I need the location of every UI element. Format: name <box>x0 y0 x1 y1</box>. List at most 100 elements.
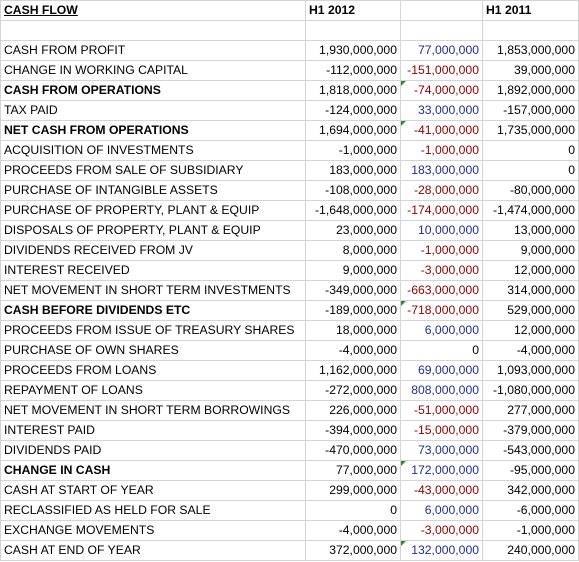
empty-cell[interactable] <box>400 20 483 41</box>
h1-2012-value-cell[interactable]: 226,000,000 <box>305 400 401 421</box>
row-label-cell[interactable]: CASH FROM PROFIT <box>0 40 306 61</box>
h1-2011-value-cell[interactable]: -157,000,000 <box>482 100 579 121</box>
difference-value-cell[interactable]: -1,000,000 <box>400 240 483 261</box>
h1-2011-value-cell[interactable]: -4,000,000 <box>482 340 579 361</box>
h1-2012-value-cell[interactable]: 77,000,000 <box>305 460 401 481</box>
h1-2011-value-cell[interactable]: -1,080,000,000 <box>482 380 579 401</box>
h1-2011-value-cell[interactable]: -6,000,000 <box>482 500 579 521</box>
h1-2012-value-cell[interactable]: -1,000,000 <box>305 140 401 161</box>
difference-value-cell[interactable]: 6,000,000 <box>400 320 483 341</box>
h1-2011-value-cell[interactable]: 1,093,000,000 <box>482 360 579 381</box>
h1-2011-value-cell[interactable]: 1,735,000,000 <box>482 120 579 141</box>
difference-value-cell[interactable]: 73,000,000 <box>400 440 483 461</box>
h1-2012-value-cell[interactable]: -124,000,000 <box>305 100 401 121</box>
h1-2011-value-cell[interactable]: -95,000,000 <box>482 460 579 481</box>
difference-value-cell[interactable]: -174,000,000 <box>400 200 483 221</box>
h1-2012-value-cell[interactable]: -349,000,000 <box>305 280 401 301</box>
row-label-cell[interactable]: PURCHASE OF OWN SHARES <box>0 340 306 361</box>
difference-value-cell[interactable]: -151,000,000 <box>400 60 483 81</box>
difference-value-cell[interactable]: 6,000,000 <box>400 500 483 521</box>
difference-value-cell[interactable]: 77,000,000 <box>400 40 483 61</box>
row-label-cell[interactable]: CHANGE IN CASH <box>0 460 306 481</box>
h1-2012-value-cell[interactable]: 18,000,000 <box>305 320 401 341</box>
row-label-cell[interactable]: INTEREST PAID <box>0 420 306 441</box>
difference-value-cell[interactable]: -15,000,000 <box>400 420 483 441</box>
h1-2011-value-cell[interactable]: -379,000,000 <box>482 420 579 441</box>
h1-2012-value-cell[interactable]: 1,162,000,000 <box>305 360 401 381</box>
empty-cell[interactable] <box>0 20 306 41</box>
row-label-cell[interactable]: PROCEEDS FROM SALE OF SUBSIDIARY <box>0 160 306 181</box>
row-label-cell[interactable]: PROCEEDS FROM LOANS <box>0 360 306 381</box>
h1-2011-value-cell[interactable]: 39,000,000 <box>482 60 579 81</box>
row-label-cell[interactable]: EXCHANGE MOVEMENTS <box>0 520 306 541</box>
row-label-cell[interactable]: CASH AT START OF YEAR <box>0 480 306 501</box>
difference-value-cell[interactable]: 132,000,000 <box>400 540 483 561</box>
difference-value-cell[interactable]: -3,000,000 <box>400 520 483 541</box>
row-label-cell[interactable]: REPAYMENT OF LOANS <box>0 380 306 401</box>
row-label-cell[interactable]: DIVIDENDS RECEIVED FROM JV <box>0 240 306 261</box>
column-header-difference[interactable] <box>400 0 483 21</box>
h1-2011-value-cell[interactable]: 1,892,000,000 <box>482 80 579 101</box>
h1-2012-value-cell[interactable]: -470,000,000 <box>305 440 401 461</box>
h1-2012-value-cell[interactable]: -4,000,000 <box>305 520 401 541</box>
row-label-cell[interactable]: DIVIDENDS PAID <box>0 440 306 461</box>
h1-2012-value-cell[interactable]: 372,000,000 <box>305 540 401 561</box>
h1-2011-value-cell[interactable]: -1,000,000 <box>482 520 579 541</box>
row-label-cell[interactable]: INTEREST RECEIVED <box>0 260 306 281</box>
h1-2011-value-cell[interactable]: -543,000,000 <box>482 440 579 461</box>
h1-2012-value-cell[interactable]: 0 <box>305 500 401 521</box>
h1-2012-value-cell[interactable]: 299,000,000 <box>305 480 401 501</box>
row-label-cell[interactable]: NET MOVEMENT IN SHORT TERM INVESTMENTS <box>0 280 306 301</box>
column-header-h1-2012[interactable]: H1 2012 <box>305 0 401 21</box>
h1-2012-value-cell[interactable]: -108,000,000 <box>305 180 401 201</box>
row-label-cell[interactable]: ACQUISITION OF INVESTMENTS <box>0 140 306 161</box>
difference-value-cell[interactable]: 69,000,000 <box>400 360 483 381</box>
h1-2012-value-cell[interactable]: -394,000,000 <box>305 420 401 441</box>
difference-value-cell[interactable]: 183,000,000 <box>400 160 483 181</box>
h1-2011-value-cell[interactable]: 0 <box>482 140 579 161</box>
h1-2012-value-cell[interactable]: 8,000,000 <box>305 240 401 261</box>
h1-2011-value-cell[interactable]: 342,000,000 <box>482 480 579 501</box>
h1-2011-value-cell[interactable]: -80,000,000 <box>482 180 579 201</box>
empty-cell[interactable] <box>305 20 401 41</box>
h1-2011-value-cell[interactable]: 529,000,000 <box>482 300 579 321</box>
h1-2011-value-cell[interactable]: 240,000,000 <box>482 540 579 561</box>
h1-2012-value-cell[interactable]: 1,930,000,000 <box>305 40 401 61</box>
sheet-title[interactable]: CASH FLOW <box>0 0 306 21</box>
row-label-cell[interactable]: PROCEEDS FROM ISSUE OF TREASURY SHARES <box>0 320 306 341</box>
row-label-cell[interactable]: PURCHASE OF PROPERTY, PLANT & EQUIP <box>0 200 306 221</box>
h1-2011-value-cell[interactable]: -1,474,000,000 <box>482 200 579 221</box>
h1-2012-value-cell[interactable]: -112,000,000 <box>305 60 401 81</box>
h1-2011-value-cell[interactable]: 277,000,000 <box>482 400 579 421</box>
difference-value-cell[interactable]: 0 <box>400 340 483 361</box>
difference-value-cell[interactable]: 10,000,000 <box>400 220 483 241</box>
row-label-cell[interactable]: NET CASH FROM OPERATIONS <box>0 120 306 141</box>
difference-value-cell[interactable]: -3,000,000 <box>400 260 483 281</box>
difference-value-cell[interactable]: 33,000,000 <box>400 100 483 121</box>
row-label-cell[interactable]: PURCHASE OF INTANGIBLE ASSETS <box>0 180 306 201</box>
difference-value-cell[interactable]: -28,000,000 <box>400 180 483 201</box>
h1-2011-value-cell[interactable]: 12,000,000 <box>482 320 579 341</box>
difference-value-cell[interactable]: -43,000,000 <box>400 480 483 501</box>
h1-2012-value-cell[interactable]: -272,000,000 <box>305 380 401 401</box>
h1-2011-value-cell[interactable]: 0 <box>482 160 579 181</box>
column-header-h1-2011[interactable]: H1 2011 <box>482 0 579 21</box>
h1-2012-value-cell[interactable]: -189,000,000 <box>305 300 401 321</box>
row-label-cell[interactable]: CASH AT END OF YEAR <box>0 540 306 561</box>
row-label-cell[interactable]: CASH FROM OPERATIONS <box>0 80 306 101</box>
h1-2012-value-cell[interactable]: 1,694,000,000 <box>305 120 401 141</box>
difference-value-cell[interactable]: -51,000,000 <box>400 400 483 421</box>
row-label-cell[interactable]: CHANGE IN WORKING CAPITAL <box>0 60 306 81</box>
row-label-cell[interactable]: RECLASSIFIED AS HELD FOR SALE <box>0 500 306 521</box>
difference-value-cell[interactable]: 808,000,000 <box>400 380 483 401</box>
empty-cell[interactable] <box>482 20 579 41</box>
h1-2011-value-cell[interactable]: 1,853,000,000 <box>482 40 579 61</box>
h1-2012-value-cell[interactable]: 183,000,000 <box>305 160 401 181</box>
h1-2011-value-cell[interactable]: 12,000,000 <box>482 260 579 281</box>
row-label-cell[interactable]: CASH BEFORE DIVIDENDS ETC <box>0 300 306 321</box>
difference-value-cell[interactable]: -74,000,000 <box>400 80 483 101</box>
row-label-cell[interactable]: NET MOVEMENT IN SHORT TERM BORROWINGS <box>0 400 306 421</box>
difference-value-cell[interactable]: -1,000,000 <box>400 140 483 161</box>
difference-value-cell[interactable]: -41,000,000 <box>400 120 483 141</box>
h1-2012-value-cell[interactable]: -1,648,000,000 <box>305 200 401 221</box>
